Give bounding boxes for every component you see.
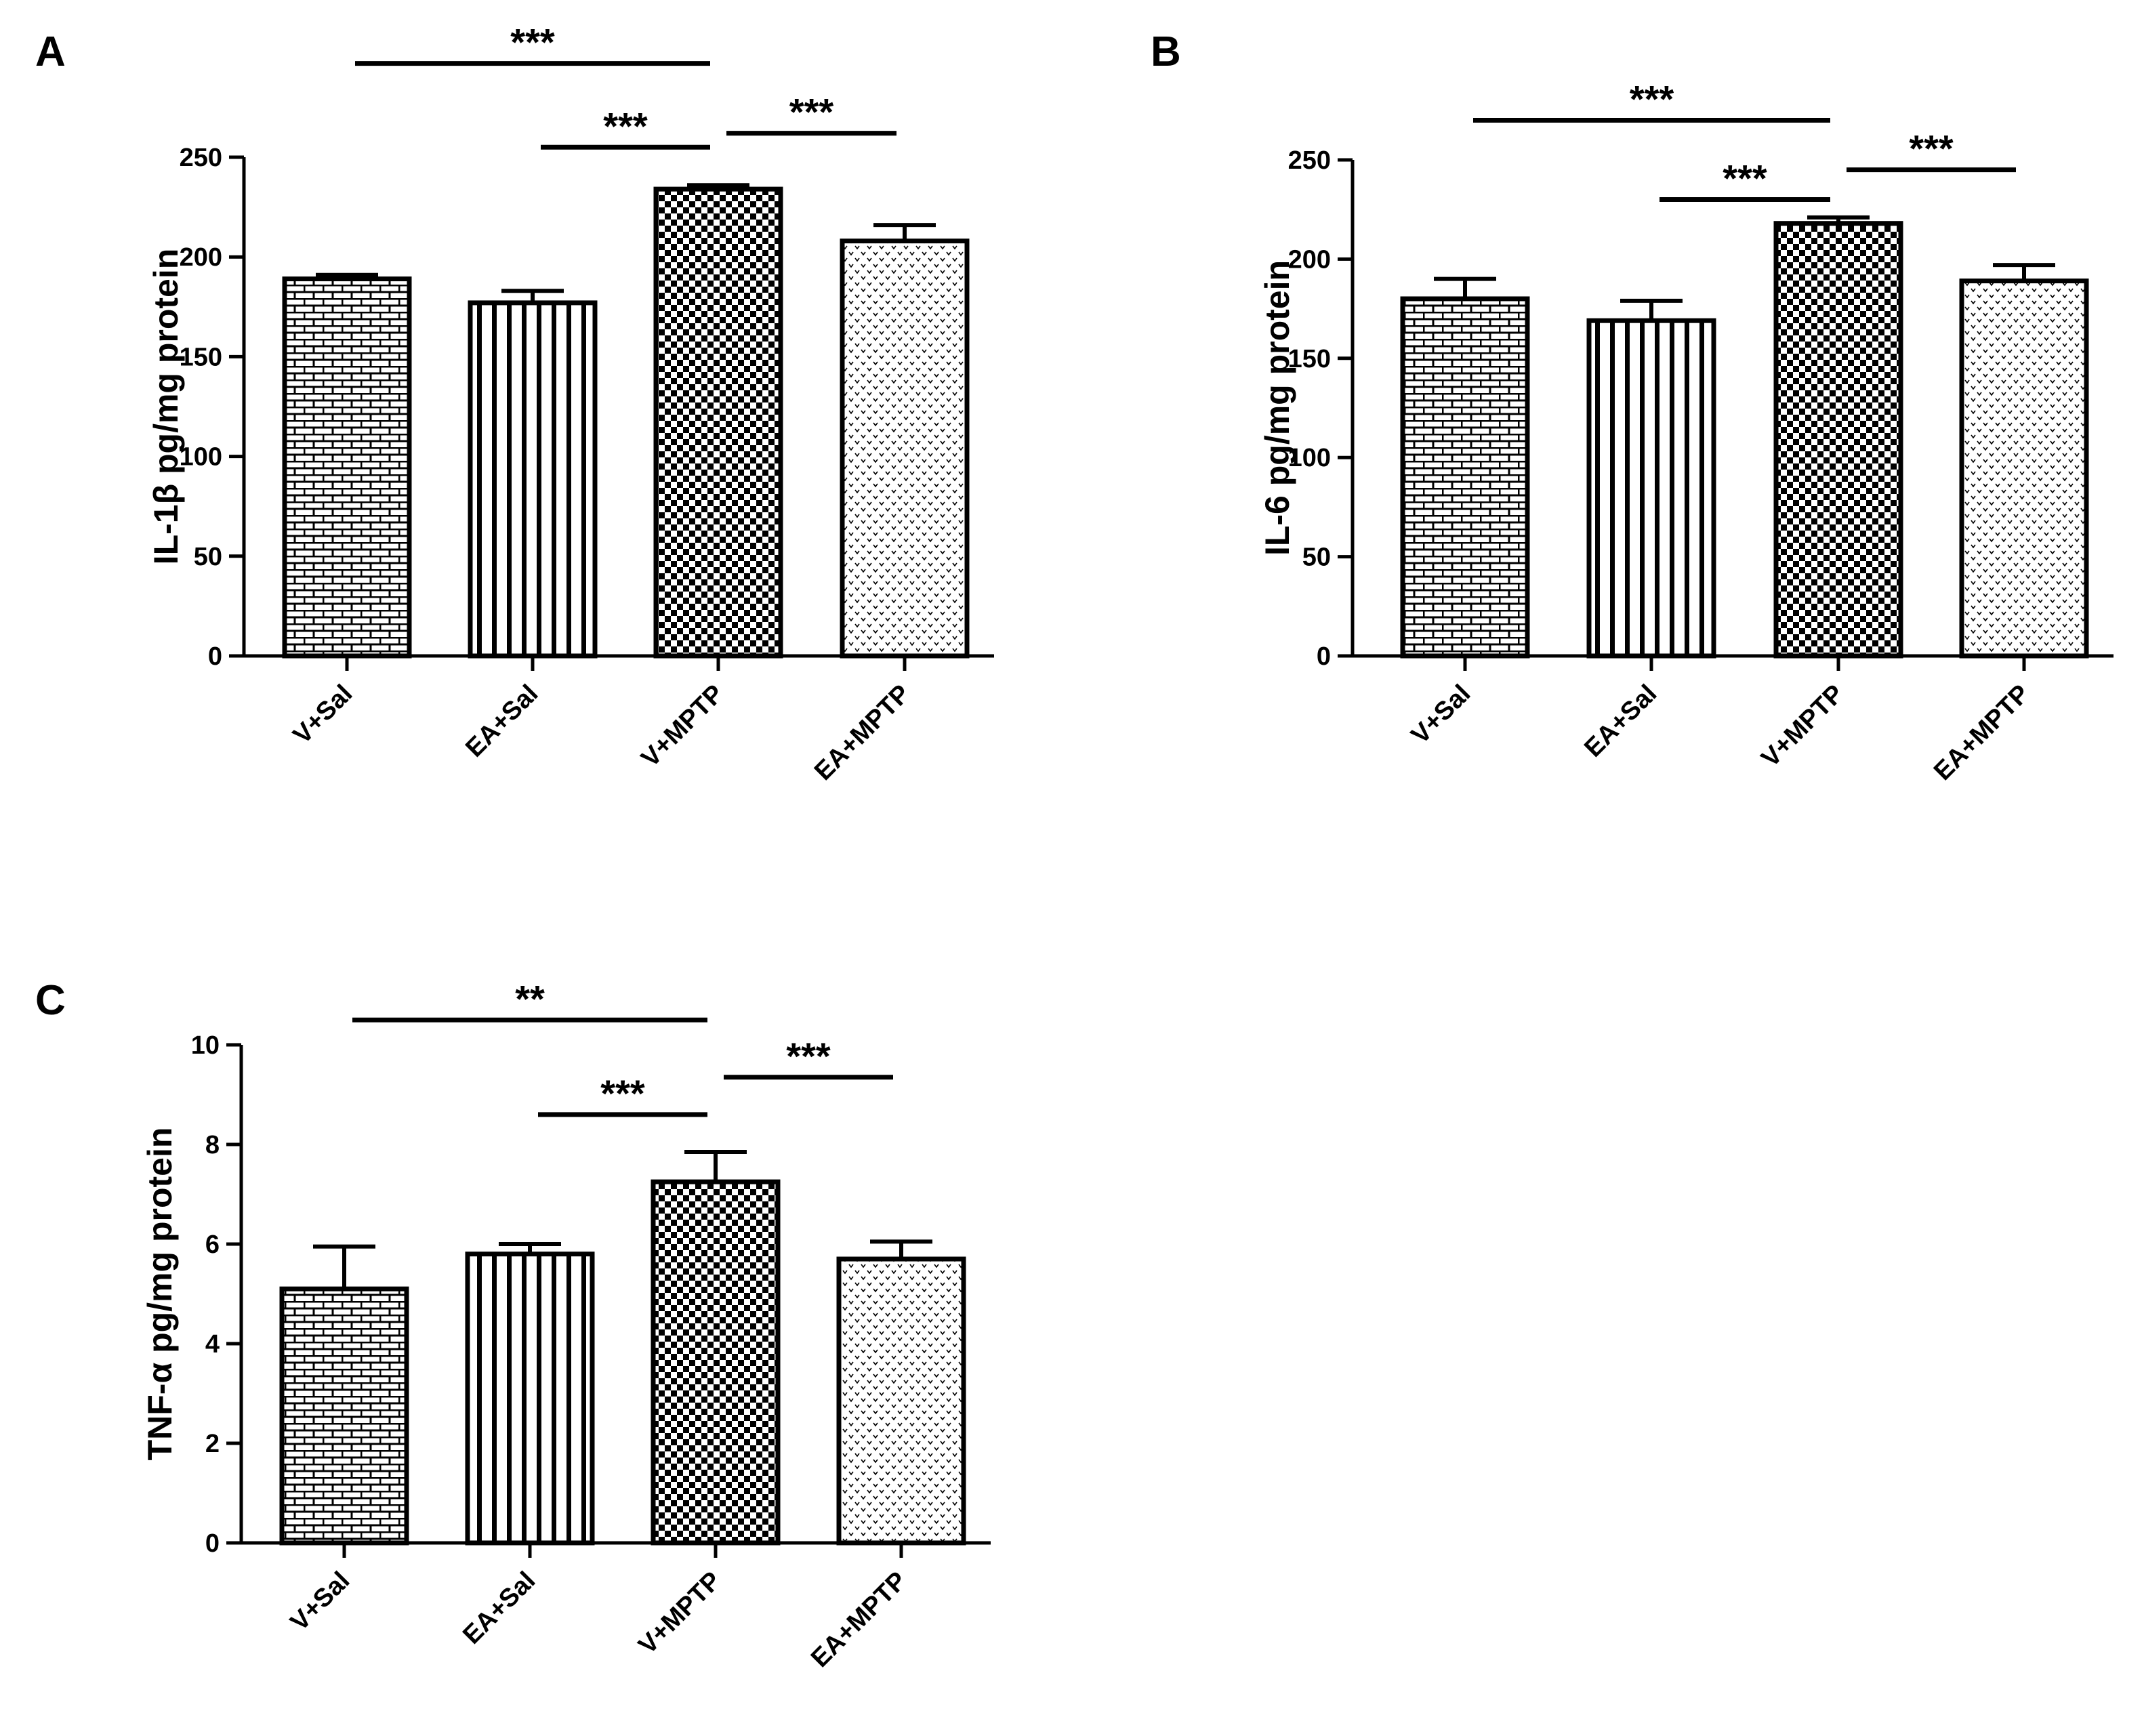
significance-label: ***: [1723, 157, 1767, 200]
significance-label: ***: [786, 1035, 831, 1077]
x-tick-label: EA+Sal: [457, 1567, 541, 1650]
significance-label: ***: [603, 104, 648, 147]
y-tick-label: 2: [205, 1430, 220, 1458]
y-tick-label: 200: [1288, 245, 1331, 274]
y-tick-label: 50: [194, 543, 222, 571]
significance-label: ***: [789, 91, 834, 133]
y-tick-label: 0: [1317, 642, 1331, 671]
y-tick-label: 100: [1288, 444, 1331, 472]
panel-letter: B: [1151, 28, 1181, 75]
y-axis-label: IL-6 pg/mg protein: [1258, 260, 1296, 556]
x-tick-label: V+MPTP: [633, 1567, 726, 1660]
y-tick-label: 50: [1302, 543, 1331, 572]
x-tick-label: EA+Sal: [460, 680, 543, 763]
y-tick-label: 4: [205, 1330, 220, 1359]
bar-ea-mptp: [836, 1256, 966, 1546]
panel-c: C TNF-α pg/mg protein 0 2 4 6 8 10 V+Sal EA+Sal V+…: [35, 977, 991, 1673]
y-tick-label: 150: [1288, 345, 1331, 373]
y-tick-label: 250: [180, 144, 222, 172]
x-tick-label: EA+Sal: [1579, 680, 1662, 763]
panel-letter: C: [35, 977, 66, 1024]
x-tick-label: V+Sal: [288, 680, 358, 750]
significance-label: ***: [1909, 127, 1954, 170]
y-tick-label: 0: [205, 1529, 220, 1558]
y-tick-label: 150: [180, 343, 222, 371]
bar-v-sal: [282, 276, 412, 659]
x-tick-label: EA+MPTP: [1929, 680, 2035, 786]
bar-ea-sal: [1586, 318, 1716, 659]
bar-v-mptp: [653, 186, 783, 659]
bar-ea-mptp: [1959, 278, 2089, 659]
y-tick-label: 8: [205, 1131, 220, 1159]
y-axis-label: TNF-α pg/mg protein: [141, 1128, 179, 1461]
y-tick-label: 250: [1288, 146, 1331, 175]
x-tick-label: EA+MPTP: [806, 1567, 912, 1673]
x-tick-label: V+MPTP: [636, 680, 729, 773]
bar-v-sal: [1400, 296, 1530, 659]
bar-v-mptp: [1773, 221, 1903, 659]
y-axis-label: IL-1β pg/mg protein: [147, 249, 185, 565]
y-tick-label: 6: [205, 1231, 220, 1259]
y-tick-label: 10: [191, 1031, 220, 1060]
panel-b: B IL-6 pg/mg protein 0 50 100 150 200 250 V+Sal E…: [1151, 28, 2114, 786]
bar-v-sal: [279, 1286, 409, 1546]
y-tick-label: 200: [180, 243, 222, 272]
y-tick-label: 0: [208, 642, 222, 671]
x-tick-label: EA+MPTP: [809, 680, 915, 786]
bar-ea-sal: [465, 1252, 595, 1546]
x-tick-label: V+MPTP: [1756, 680, 1849, 773]
significance-label: ***: [510, 21, 555, 64]
x-tick-label: V+Sal: [1406, 680, 1477, 750]
panel-a: A IL-1β pg/mg protein 0 50 100 150 200 250 V+Sal…: [35, 21, 994, 786]
significance-label: ***: [600, 1072, 645, 1115]
x-tick-label: V+Sal: [285, 1567, 356, 1637]
bar-ea-sal: [468, 300, 598, 659]
y-tick-label: 100: [180, 443, 222, 472]
significance-label: ***: [1630, 77, 1674, 120]
panel-letter: A: [35, 28, 66, 75]
significance-label: **: [515, 977, 545, 1020]
bar-v-mptp: [651, 1179, 781, 1546]
bar-ea-mptp: [840, 239, 970, 659]
